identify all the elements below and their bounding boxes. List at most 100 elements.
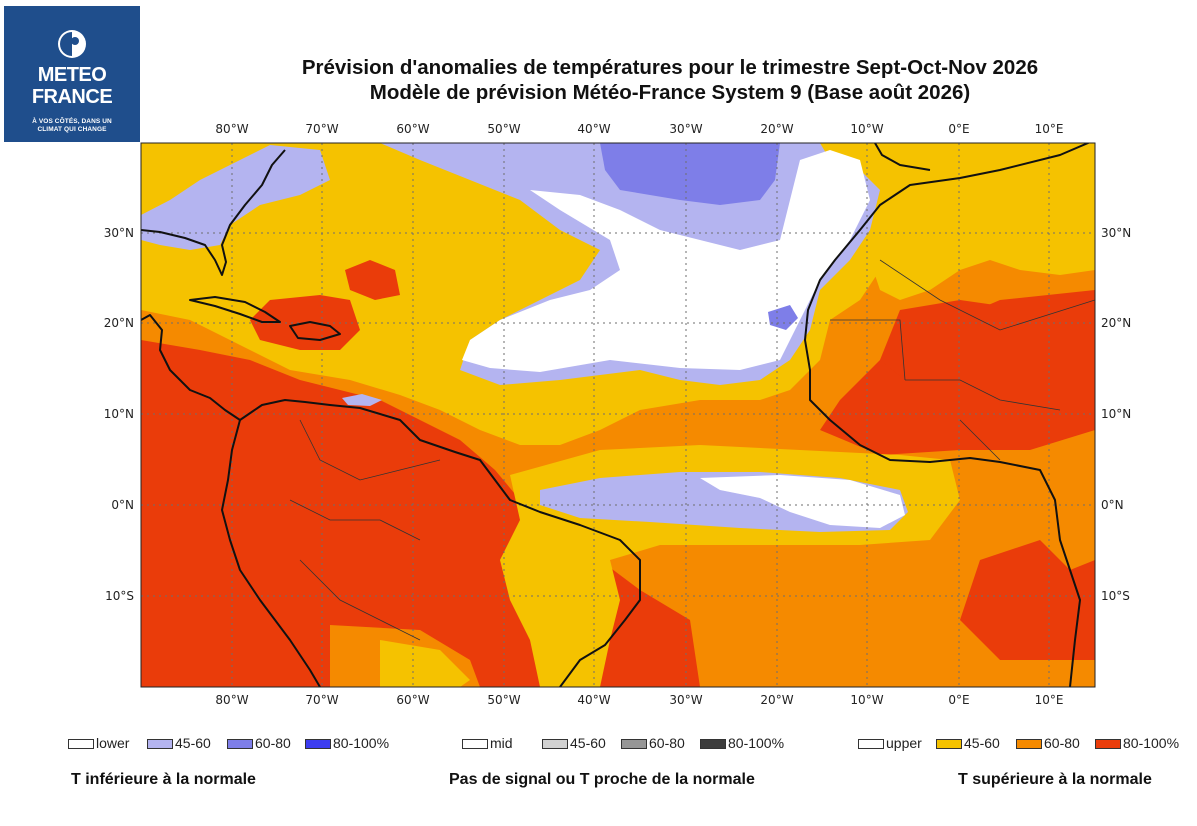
legend-lower-45-60: 45-60: [147, 735, 211, 751]
lon-label-bottom: 50°W: [487, 693, 520, 707]
region-lower-45-60-islet: [342, 394, 382, 406]
legend-lower-60-80: 60-80: [227, 735, 291, 751]
coast-south-america-west: [221, 419, 321, 687]
coast-iberia: [874, 143, 931, 171]
legend-swatch: [542, 739, 568, 749]
legend-swatch: [858, 739, 884, 749]
legend-swatch: [936, 739, 962, 749]
lon-label-bottom: 40°W: [577, 693, 610, 707]
lon-label-bottom: 60°W: [396, 693, 429, 707]
lat-label-left: 10°S: [105, 589, 134, 603]
map-title-line1: Prévision d'anomalies de températures po…: [301, 56, 1039, 79]
region-upper-80-100-midatlantic: [345, 260, 400, 300]
region-upper-80-100-sahel: [880, 300, 1095, 420]
legend-label: 45-60: [570, 735, 606, 751]
lon-label-bottom: 10°W: [850, 693, 883, 707]
legend-swatch: [305, 739, 331, 749]
lon-label-top: 20°W: [760, 122, 793, 136]
legend-swatch: [700, 739, 726, 749]
lon-label-top: 50°W: [487, 122, 520, 136]
legend-mid-80-100: 80-100%: [700, 735, 784, 751]
lon-label-top: 30°W: [669, 122, 702, 136]
lat-label-left: 30°N: [104, 226, 134, 240]
legend-upper-60-80: 60-80: [1016, 735, 1080, 751]
lon-label-top: 10°W: [850, 122, 883, 136]
region-lower-white-equator: [700, 475, 905, 528]
coast-hispaniola: [289, 321, 341, 341]
lon-label-bottom: 30°W: [669, 693, 702, 707]
meteo-france-logo: METEO FRANCE À VOS CÔTÉS, DANS UN CLIMAT…: [4, 6, 140, 142]
lon-labels-top: 80°W 70°W 60°W 50°W 40°W 30°W 20°W 10°W …: [215, 122, 1063, 136]
legend-upper-80-100: 80-100%: [1095, 735, 1179, 751]
coast-north-america: [141, 149, 286, 276]
legend-swatch: [621, 739, 647, 749]
legend-caption-lower: T inférieure à la normale: [71, 771, 256, 788]
legend-upper-white: upper: [858, 735, 922, 751]
legend-label: 45-60: [175, 735, 211, 751]
legend-label: 60-80: [649, 735, 685, 751]
map-title-line2: Modèle de prévision Météo-France System …: [369, 81, 971, 104]
graticule-lines: [141, 143, 1095, 687]
region-lower-white-north: [462, 150, 870, 372]
lon-label-bottom: 0°E: [948, 693, 969, 707]
legend-label: 80-100%: [728, 735, 785, 751]
legend-label: 45-60: [964, 735, 1000, 751]
region-upper-45-60-south: [380, 640, 470, 687]
lon-label-top: 40°W: [577, 122, 610, 136]
legend-mid-60-80: 60-80: [621, 735, 685, 751]
lon-labels-bottom: 80°W 70°W 60°W 50°W 40°W 30°W 20°W 10°W …: [215, 693, 1063, 707]
lon-label-top: 80°W: [215, 122, 248, 136]
legend-swatch: [147, 739, 173, 749]
coastlines: [141, 143, 1091, 687]
logo-tagline-line1: À VOS CÔTÉS, DANS UN: [32, 118, 112, 125]
legend-lower-80-100: 80-100%: [305, 735, 389, 751]
lon-label-bottom: 20°W: [760, 693, 793, 707]
legend-label: lower: [96, 735, 130, 751]
coast-cuba: [189, 296, 281, 323]
legend-mid-45-60: 45-60: [542, 735, 606, 751]
region-lower-60-80-north: [600, 143, 780, 205]
region-lower-60-80-patch: [768, 305, 798, 330]
logo-brand-line1: METEO: [37, 64, 107, 86]
legend-swatch: [1095, 739, 1121, 749]
lat-label-right: 0°N: [1101, 498, 1124, 512]
legend-lower-white: lower: [68, 735, 129, 751]
legend-caption-upper: T supérieure à la normale: [958, 771, 1152, 788]
lon-label-bottom: 80°W: [215, 693, 248, 707]
lon-label-top: 0°E: [948, 122, 969, 136]
lon-label-top: 10°E: [1035, 122, 1064, 136]
legend-label: 80-100%: [1123, 735, 1180, 751]
region-lower-45-60-usa: [141, 145, 330, 250]
lat-labels-right: 30°N 20°N 10°N 0°N 10°S: [1101, 226, 1131, 603]
map-plot-area: [141, 143, 1095, 687]
meteo-france-emblem-icon: [58, 30, 86, 58]
coast-south-america: [239, 399, 641, 687]
lat-label-right: 20°N: [1101, 316, 1131, 330]
logo-tagline-line2: CLIMAT QUI CHANGE: [37, 126, 107, 133]
lat-label-left: 0°N: [111, 498, 134, 512]
map-frame: [140, 142, 1096, 688]
lat-label-left: 20°N: [104, 316, 134, 330]
lon-label-bottom: 70°W: [305, 693, 338, 707]
logo-brand-line2: FRANCE: [31, 86, 113, 108]
legend-mid-white: mid: [462, 735, 513, 751]
lat-label-right: 30°N: [1101, 226, 1131, 240]
legend-label: 60-80: [255, 735, 291, 751]
lat-labels-left: 30°N 20°N 10°N 0°N 10°S: [104, 226, 134, 603]
lon-label-bottom: 10°E: [1035, 693, 1064, 707]
lon-label-top: 70°W: [305, 122, 338, 136]
lat-label-right: 10°S: [1101, 589, 1130, 603]
lat-label-left: 10°N: [104, 407, 134, 421]
legend-swatch: [227, 739, 253, 749]
country-borders: [289, 259, 1095, 641]
legend-label: upper: [886, 735, 922, 751]
legend-swatch: [1016, 739, 1042, 749]
legend-label: mid: [490, 735, 513, 751]
legend-caption-mid: Pas de signal ou T proche de la normale: [449, 771, 755, 788]
legend-swatch: [68, 739, 94, 749]
legend-swatch: [462, 739, 488, 749]
lon-label-top: 60°W: [396, 122, 429, 136]
legend-label: 60-80: [1044, 735, 1080, 751]
coast-west-africa: [804, 143, 1091, 687]
